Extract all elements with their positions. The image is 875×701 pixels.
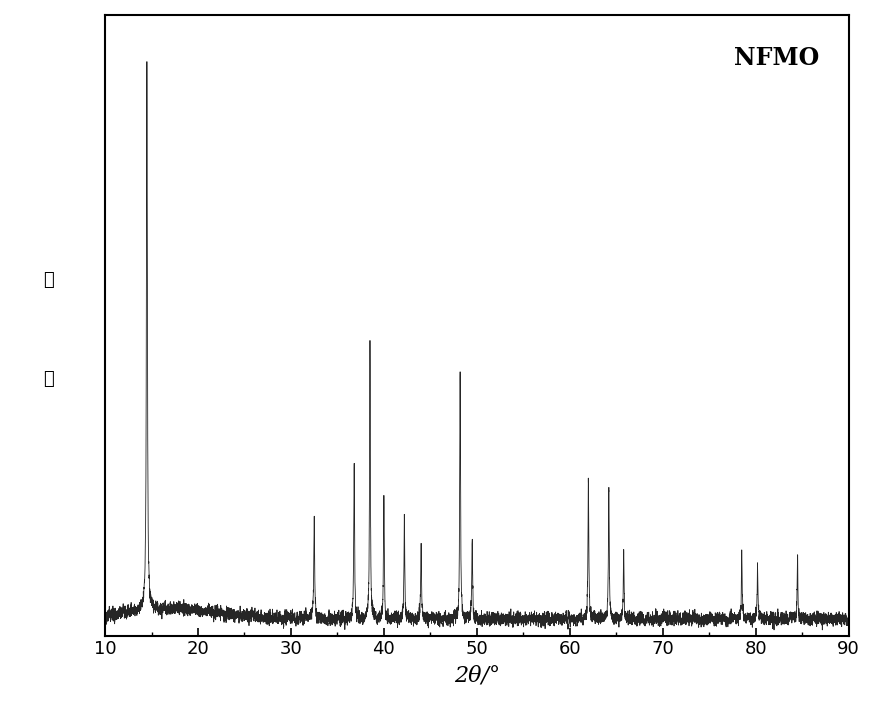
X-axis label: 2θ/°: 2θ/° <box>454 664 500 686</box>
Text: 强: 强 <box>43 271 53 290</box>
Text: NFMO: NFMO <box>733 46 819 70</box>
Text: 弱: 弱 <box>43 369 53 388</box>
